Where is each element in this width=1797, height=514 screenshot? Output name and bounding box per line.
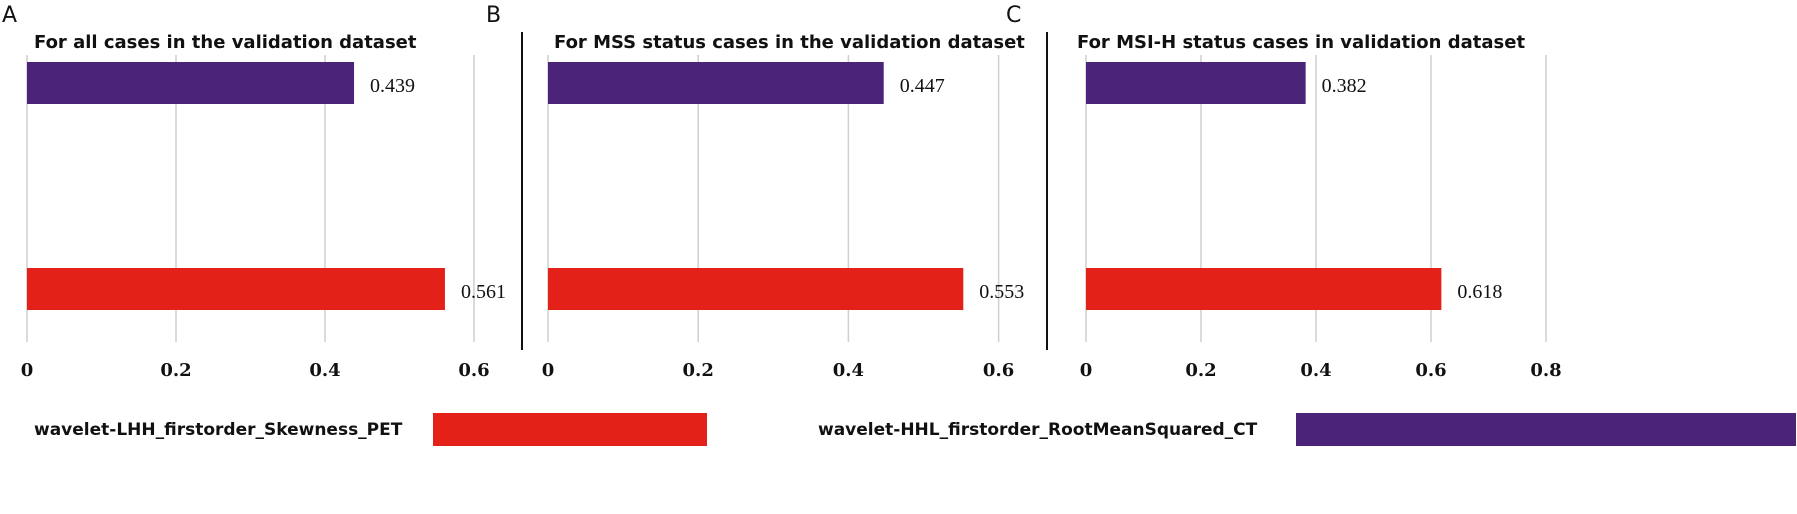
x-tick-label: 0.8 xyxy=(1530,360,1561,381)
x-tick-label: 0.2 xyxy=(160,360,191,381)
bar-value-label: 0.382 xyxy=(1322,75,1367,97)
bar-skewness-pet xyxy=(27,268,445,310)
bar-rootmeansquared-ct xyxy=(27,62,355,104)
panel-letter: B xyxy=(486,3,501,28)
legend-label: wavelet-LHH_firstorder_Skewness_PET xyxy=(34,420,403,440)
x-tick-label: 0 xyxy=(21,360,34,381)
bar-skewness-pet xyxy=(1086,268,1442,310)
x-tick-label: 0.2 xyxy=(683,360,714,381)
x-tick-label: 0.6 xyxy=(458,360,489,381)
x-tick-label: 0.4 xyxy=(1300,360,1331,381)
panel-title: For MSI-H status cases in validation dat… xyxy=(1077,32,1525,53)
x-tick-label: 0.6 xyxy=(1415,360,1446,381)
legend-swatch xyxy=(433,413,707,446)
x-tick-label: 0 xyxy=(1080,360,1093,381)
bar-rootmeansquared-ct xyxy=(1086,62,1306,104)
legend-label: wavelet-HHL_firstorder_RootMeanSquared_C… xyxy=(818,420,1258,440)
x-tick-label: 0.2 xyxy=(1185,360,1216,381)
bar-rootmeansquared-ct xyxy=(548,62,884,104)
x-tick-label: 0.6 xyxy=(983,360,1014,381)
x-tick-label: 0.4 xyxy=(833,360,864,381)
panel-title: For MSS status cases in the validation d… xyxy=(554,32,1025,53)
x-tick-label: 0.4 xyxy=(309,360,340,381)
bar-value-label: 0.618 xyxy=(1457,281,1502,303)
bar-value-label: 0.447 xyxy=(900,75,945,97)
bar-value-label: 0.553 xyxy=(979,281,1024,303)
x-tick-label: 0 xyxy=(542,360,555,381)
panel-letter: A xyxy=(2,3,17,28)
bar-skewness-pet xyxy=(548,268,964,310)
bar-value-label: 0.561 xyxy=(461,281,506,303)
panel-letter: C xyxy=(1006,3,1021,28)
panel-title: For all cases in the validation dataset xyxy=(34,32,417,53)
legend-swatch xyxy=(1296,413,1796,446)
bar-value-label: 0.439 xyxy=(370,75,415,97)
